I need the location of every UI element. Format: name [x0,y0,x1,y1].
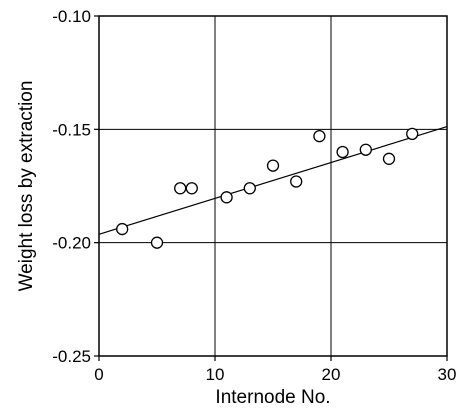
x-axis-label: Internode No. [215,387,330,408]
data-point [150,236,164,249]
data-points [116,127,419,249]
data-point [116,222,129,236]
trendline-group [98,126,448,235]
tick-marks [94,15,448,361]
y-tick-labels: -0.25 -0.20 -0.15 -0.10 [52,7,91,366]
y-tick-label: -0.10 [52,7,91,26]
data-point [174,182,187,195]
data-point [336,145,349,159]
y-tick-label: -0.25 [52,347,91,366]
x-tick-label: 30 [438,365,457,384]
data-point [313,129,326,143]
x-tick-label: 0 [94,365,103,384]
y-axis-label: Weight loss by extraction [16,81,37,292]
data-point [220,191,233,204]
y-tick-label: -0.20 [52,234,91,253]
x-tick-label: 10 [206,365,225,384]
grid [99,16,447,356]
data-point [185,182,198,195]
x-tick-labels: 0 10 20 30 [94,365,456,384]
x-tick-label: 20 [322,365,341,384]
data-point [406,127,419,141]
data-point [382,152,396,165]
data-point [243,182,256,195]
data-point [359,143,372,156]
data-point [266,159,280,172]
plot-frame [98,15,448,357]
trendline [98,126,448,235]
y-tick-label: -0.15 [52,120,91,139]
data-point [290,175,303,188]
